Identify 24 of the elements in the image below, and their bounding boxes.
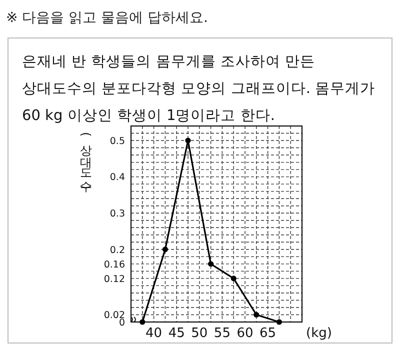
x-axis-title: (kg) [306,326,332,341]
x-tick-label: 40 [146,326,162,341]
chart-title: ※ 다음을 읽고 물음에 답하세요. [6,10,208,26]
point [185,138,191,144]
chart-subtitle: 은재네 반 학생들의 몸무게를 조사하여 만든 상대도수의 분포다각형 모양의 그래프이다. 몸무게가 60 kg 이상인 학생이 1명이라고 한다. [22,54,376,124]
x-tick-label: 65 [260,326,276,341]
x-tick-label: 55 [214,326,230,341]
x-tick-label: 45 [168,326,185,341]
x-tick-label: 60 [236,326,254,341]
x-tick-label: 50 [191,326,208,341]
y-tick-label: 0.12 [104,274,125,285]
y-tick-label: 0.2 [110,244,125,256]
y-axis-title: (상대도수) [79,132,93,193]
y-tick-label: 0.3 [110,208,125,220]
y-tick-label: 0 [118,317,125,328]
point [254,312,260,318]
y-tick-label: 0.4 [110,172,125,184]
point [162,246,168,252]
point [276,319,282,325]
y-tick-label: 0.16 [104,259,125,270]
point [140,319,146,325]
point [230,276,236,282]
point [208,261,214,267]
y-tick-label: 0.5 [110,136,125,147]
